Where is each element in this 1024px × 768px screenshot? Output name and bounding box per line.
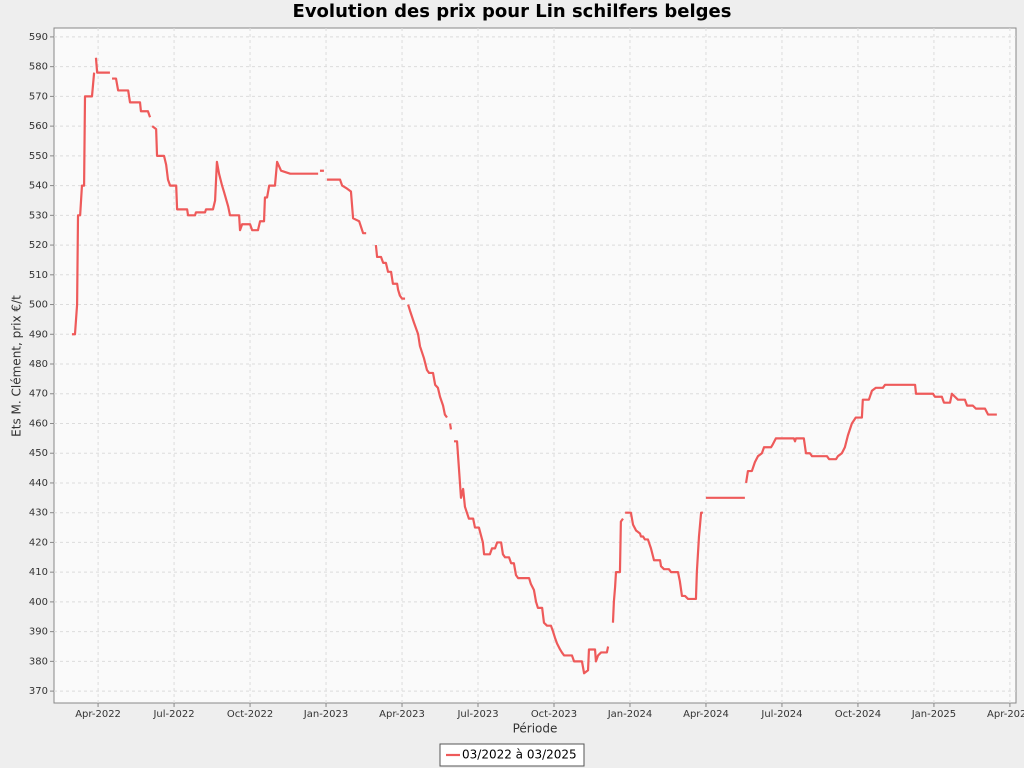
x-tick-label: Apr-2022: [75, 709, 121, 720]
x-tick-label: Oct-2022: [227, 709, 273, 720]
y-tick-label: 550: [29, 151, 48, 162]
y-tick-label: 560: [29, 121, 48, 132]
x-tick-label: Apr-2025: [987, 709, 1024, 720]
x-tick-label: Jan-2024: [607, 709, 652, 720]
y-tick-label: 440: [29, 478, 48, 489]
chart-title: Evolution des prix pour Lin schilfers be…: [293, 1, 732, 22]
x-axis-label: Période: [513, 722, 558, 736]
data-line: [71, 57, 997, 675]
legend-box: [439, 743, 585, 767]
x-tick-label: Apr-2024: [683, 709, 729, 720]
y-tick-label: 570: [29, 91, 48, 102]
x-tick-label: Oct-2023: [531, 709, 577, 720]
y-tick-label: 390: [29, 627, 48, 638]
x-tick-label: Jul-2022: [152, 709, 194, 720]
legend-label: 03/2022 à 03/2025: [462, 748, 577, 762]
y-tick-label: 590: [29, 32, 48, 43]
y-tick-label: 380: [29, 656, 48, 667]
y-tick-label: 520: [29, 240, 48, 251]
y-tick-label: 500: [29, 300, 48, 311]
y-tick-label: 460: [29, 418, 48, 429]
y-tick-label: 410: [29, 567, 48, 578]
x-tick-label: Jan-2023: [303, 709, 348, 720]
y-tick-label: 470: [29, 389, 48, 400]
y-tick-label: 450: [29, 448, 48, 459]
y-tick-label: 540: [29, 181, 48, 192]
y-axis-label: Ets M. Clément, prix €/t: [10, 295, 24, 437]
x-tick-label: Jul-2023: [456, 709, 498, 720]
x-tick-label: Jul-2024: [760, 709, 802, 720]
y-tick-label: 490: [29, 329, 48, 340]
y-tick-label: 580: [29, 62, 48, 73]
x-tick-label: Apr-2023: [379, 709, 425, 720]
x-tick-label: Jan-2025: [911, 709, 956, 720]
x-tick-label: Oct-2024: [835, 709, 881, 720]
y-tick-label: 370: [29, 686, 48, 697]
y-tick-label: 480: [29, 359, 48, 370]
y-tick-label: 530: [29, 210, 48, 221]
y-tick-label: 400: [29, 597, 48, 608]
y-tick-label: 420: [29, 537, 48, 548]
y-tick-label: 430: [29, 508, 48, 519]
y-tick-label: 510: [29, 270, 48, 281]
